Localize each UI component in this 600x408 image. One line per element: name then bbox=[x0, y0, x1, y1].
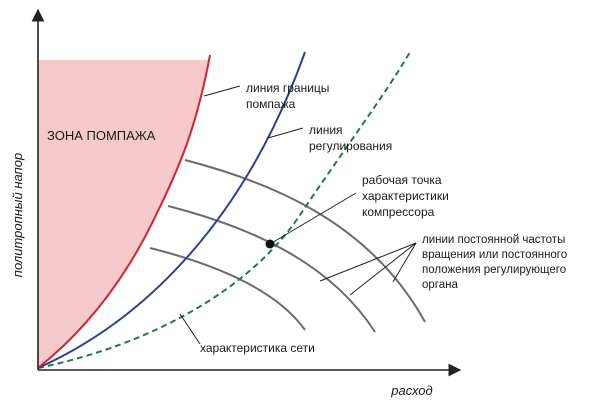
control-line-label: линия регулирования bbox=[309, 123, 392, 153]
speed-lines-leader-1 bbox=[319, 242, 417, 282]
y-axis-label: политропный напор bbox=[10, 153, 25, 277]
speed-lines-label: линии постоянной частоты вращения или по… bbox=[422, 234, 570, 291]
speed-lines-leader-3 bbox=[392, 242, 417, 283]
speed-lines-leader-2 bbox=[349, 242, 417, 296]
x-axis-label: расход bbox=[390, 383, 432, 398]
surge-line-label: линия границы помпажа bbox=[246, 81, 333, 111]
surge-boundary-line bbox=[37, 54, 211, 369]
network-leader bbox=[179, 313, 201, 345]
control-line bbox=[37, 51, 306, 369]
network-label: характеристика сети bbox=[200, 341, 315, 355]
control-line-leader bbox=[267, 127, 304, 139]
operating-point-label: рабочая точка характеристики компрессора bbox=[362, 173, 452, 219]
operating-point-marker bbox=[265, 239, 275, 249]
surge-line-leader bbox=[203, 85, 241, 97]
speed-line-3 bbox=[149, 247, 306, 331]
speed-line-1 bbox=[184, 159, 426, 323]
speed-line-2 bbox=[167, 205, 376, 333]
surge-zone-label: ЗОНА ПОМПАЖА bbox=[47, 128, 156, 143]
network-curve bbox=[37, 51, 411, 369]
surge-zone-area bbox=[38, 60, 210, 368]
operating-point-leader bbox=[269, 192, 357, 245]
